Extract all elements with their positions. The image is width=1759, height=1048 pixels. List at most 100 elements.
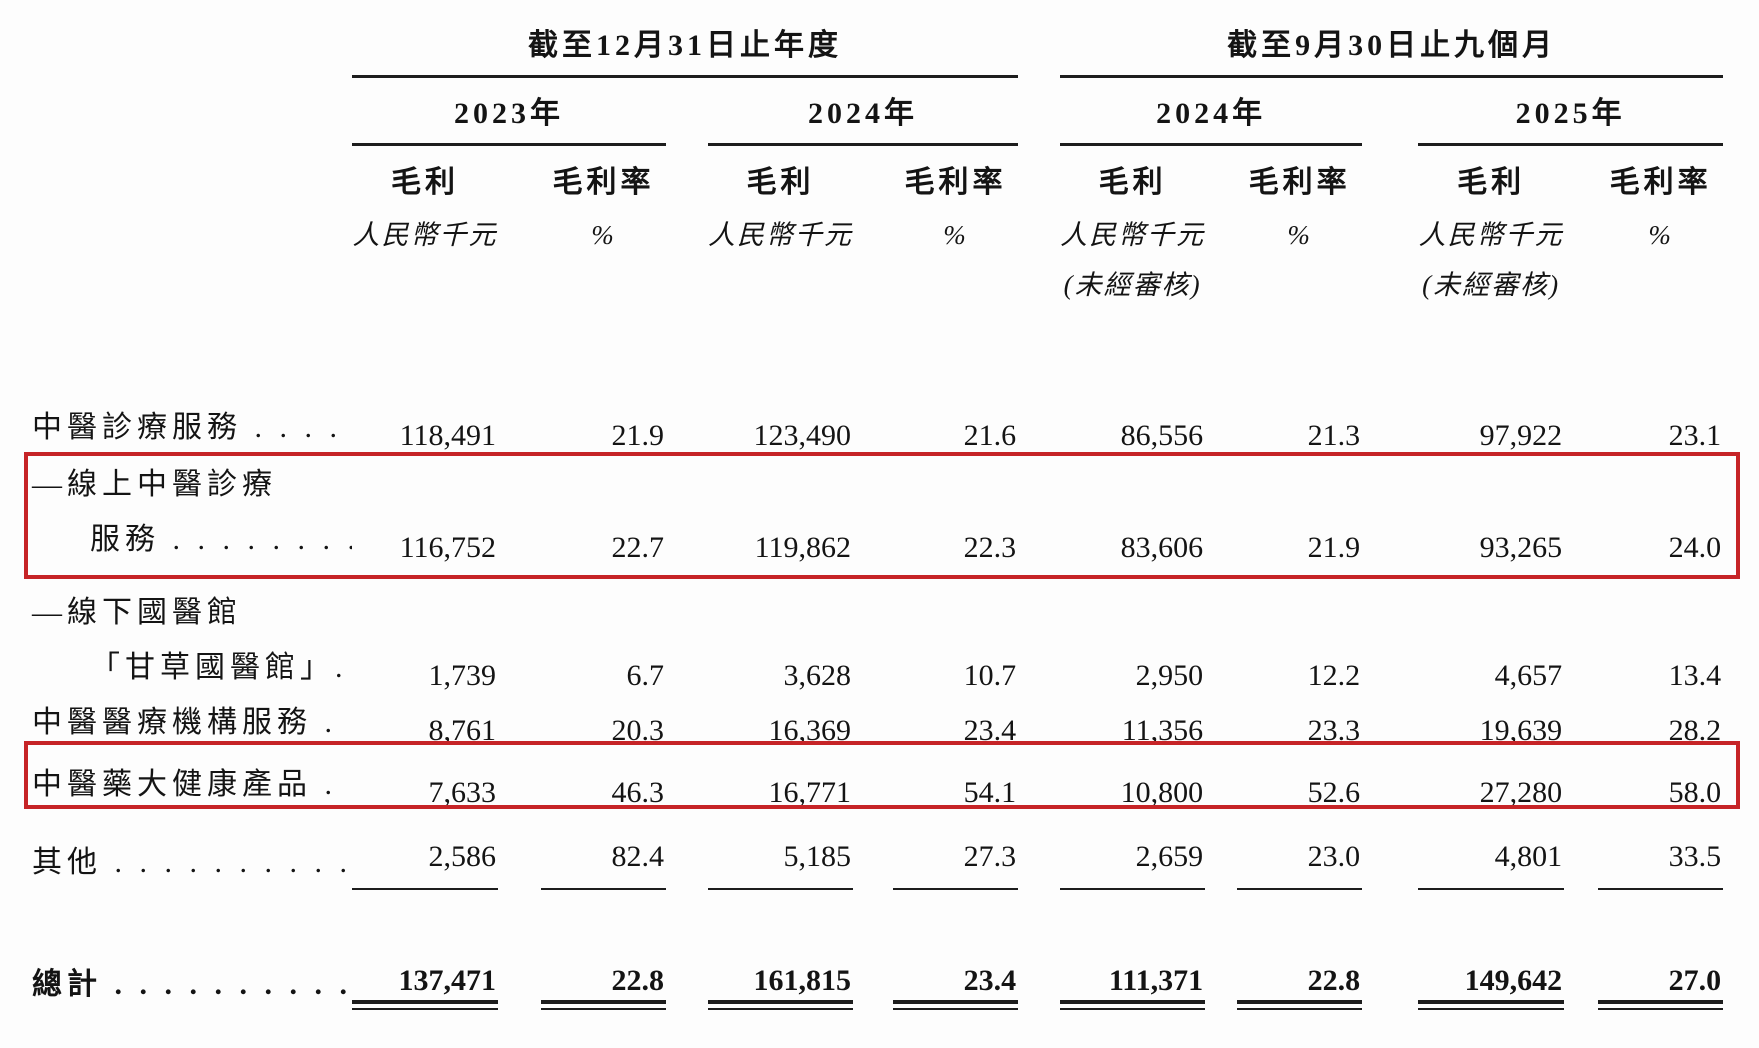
gross-margin-value: 28.2 xyxy=(1668,714,1722,747)
spacer-cell xyxy=(1205,455,1237,567)
unit-rmb-thousand: 人民幣千元 xyxy=(352,220,498,250)
empty-cell xyxy=(30,78,352,146)
gross-profit-total: 149,642 xyxy=(1418,960,1565,1010)
spacer-cell xyxy=(1018,400,1060,455)
year-header-row: 2023年 2024年 2024年 2025年 xyxy=(30,78,1724,146)
gross-profit-value: 10,800 xyxy=(1120,776,1204,809)
gross-margin-header: 毛利率 xyxy=(1248,166,1351,199)
spacer-cell xyxy=(1362,254,1418,304)
table-row-others: 其他 . . . . . . . . . . . . . . 2,586 82.… xyxy=(30,812,1724,890)
gross-margin-header: 毛利率 xyxy=(552,166,655,199)
unit-percent: % xyxy=(943,220,968,250)
period-group-annual: 截至12月31日止年度 xyxy=(352,18,1019,78)
spacer-cell xyxy=(666,254,708,304)
unit-percent: % xyxy=(1648,220,1673,250)
gross-margin-value: 58.0 xyxy=(1668,776,1722,809)
gross-margin-total: 22.8 xyxy=(1237,960,1363,1010)
gross-margin-total: 27.0 xyxy=(1598,960,1724,1010)
table-row-offline-tcm-clinics: —線下國醫館 「甘草國醫館」. . 1,739 6.7 3,628 10.7 2… xyxy=(30,567,1723,695)
gross-margin-header: 毛利率 xyxy=(904,166,1007,199)
gross-margin-value: 23.4 xyxy=(963,714,1017,747)
gross-profit-header: 毛利 xyxy=(391,166,459,199)
row-label: 中醫藥大健康產品 . xyxy=(32,768,337,801)
spacer-cell xyxy=(853,146,893,202)
period-group-header-row: 截至12月31日止年度 截至9月30日止九個月 xyxy=(30,18,1724,78)
gross-profit-table: 截至12月31日止年度 截至9月30日止九個月 2023年 2024年 2024… xyxy=(30,18,1724,1010)
empty-cell xyxy=(30,146,352,202)
gross-margin-value: 52.6 xyxy=(1307,776,1361,809)
spacer-cell xyxy=(1205,146,1237,202)
spacer-cell xyxy=(1205,254,1237,304)
spacer-cell xyxy=(498,254,541,304)
gross-margin-value: 10.7 xyxy=(963,659,1017,692)
spacer-cell xyxy=(666,960,708,1004)
total-label: 總計 . . . . . . . . . . . . . . xyxy=(32,968,352,1001)
gross-margin-value: 24.0 xyxy=(1668,531,1722,564)
row-label: 中醫診療服務 . . . . . xyxy=(32,411,352,444)
gross-profit-header: 毛利 xyxy=(1098,166,1167,199)
gross-margin-value: 21.3 xyxy=(1307,419,1361,452)
gross-margin-total: 22.8 xyxy=(541,960,666,1010)
spacer-cell xyxy=(1564,400,1598,455)
gross-profit-value: 116,752 xyxy=(399,531,496,564)
spacer-cell xyxy=(666,146,708,202)
gross-profit-value: 2,659 xyxy=(1060,812,1206,890)
gross-margin-value: 6.7 xyxy=(626,659,665,692)
spacer-cell xyxy=(666,455,708,567)
year-2025-interim: 2025年 xyxy=(1418,78,1724,146)
period-group-interim: 截至9月30日止九個月 xyxy=(1060,18,1724,78)
spacer-row xyxy=(30,890,1723,960)
gross-profit-value: 16,369 xyxy=(768,714,852,747)
metric-header-row: 毛利 毛利率 毛利 毛利率 毛利 毛利率 毛利 毛利率 xyxy=(30,146,1723,202)
spacer-cell xyxy=(1018,254,1060,304)
spacer-cell xyxy=(1362,695,1418,750)
spacer-cell xyxy=(666,202,708,254)
spacer-cell xyxy=(498,750,541,812)
spacer-cell xyxy=(1205,202,1237,254)
row-label: 中醫醫療機構服務 . xyxy=(32,706,337,739)
gross-margin-value: 21.6 xyxy=(963,419,1017,452)
spacer-cell xyxy=(1018,202,1060,254)
row-label: —線下國醫館 「甘草國醫館」. . xyxy=(32,596,352,684)
gross-profit-value: 27,280 xyxy=(1479,776,1563,809)
gross-profit-value: 19,639 xyxy=(1479,714,1563,747)
gross-margin-value: 21.9 xyxy=(611,419,665,452)
spacer-cell xyxy=(853,455,893,567)
spacer-cell xyxy=(498,812,541,890)
spacer-cell xyxy=(1564,695,1598,750)
spacer-cell xyxy=(1564,960,1598,1004)
gross-margin-value: 21.9 xyxy=(1307,531,1361,564)
spacer-cell xyxy=(1564,812,1598,890)
unit-percent: % xyxy=(591,220,616,250)
unit-header-row: 人民幣千元 % 人民幣千元 % 人民幣千元 % 人民幣千元 % xyxy=(30,202,1723,254)
gross-profit-value: 93,265 xyxy=(1479,531,1563,564)
gross-profit-value: 3,628 xyxy=(783,659,852,692)
spacer-cell xyxy=(1362,567,1418,695)
gross-profit-value: 97,922 xyxy=(1479,419,1563,452)
gross-profit-header: 毛利 xyxy=(746,166,815,199)
spacer-cell xyxy=(1362,455,1418,567)
empty-cell xyxy=(30,254,352,304)
spacer-cell xyxy=(1018,146,1060,202)
spacer-cell xyxy=(1018,812,1060,890)
spacer-row xyxy=(30,304,1723,400)
spacer-cell xyxy=(1362,400,1418,455)
spacer-cell xyxy=(853,695,893,750)
gross-profit-value: 4,801 xyxy=(1418,812,1565,890)
gross-profit-header: 毛利 xyxy=(1457,166,1526,199)
spacer-cell xyxy=(1362,202,1418,254)
gross-margin-value: 22.3 xyxy=(963,531,1017,564)
gross-profit-value: 4,657 xyxy=(1494,659,1563,692)
unit-rmb-thousand: 人民幣千元 xyxy=(1418,220,1564,250)
year-2024: 2024年 xyxy=(708,78,1019,146)
empty-cell xyxy=(1598,254,1723,304)
gross-margin-value: 46.3 xyxy=(611,776,665,809)
table-row-tcm-institution-services: 中醫醫療機構服務 . 8,761 20.3 16,369 23.4 11,356… xyxy=(30,695,1723,750)
spacer-cell xyxy=(1564,146,1598,202)
unaudited-note-row: (未經審核) (未經審核) xyxy=(30,254,1723,304)
spacer-cell xyxy=(1018,960,1060,1004)
spacer-cell xyxy=(30,890,1723,960)
unit-rmb-thousand: 人民幣千元 xyxy=(708,220,853,250)
empty-cell xyxy=(352,254,498,304)
table-row-total: 總計 . . . . . . . . . . . . . . 137,471 2… xyxy=(30,960,1724,1010)
